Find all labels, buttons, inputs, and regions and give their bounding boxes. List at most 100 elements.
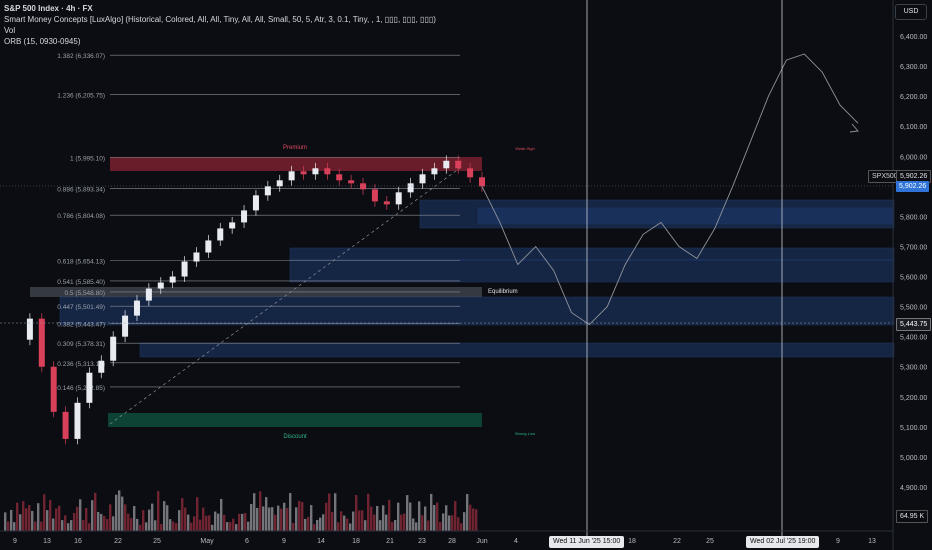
- candle-body: [229, 222, 236, 229]
- volume-bar: [58, 505, 61, 531]
- price-axis-label: 6,000.00: [900, 154, 927, 161]
- discount-zone: [108, 413, 482, 427]
- volume-bar: [142, 510, 145, 531]
- volume-bar: [277, 505, 280, 531]
- volume-bar: [352, 511, 355, 531]
- volume-bar: [61, 520, 64, 531]
- volume-bar: [268, 507, 271, 531]
- volume-bar: [226, 522, 229, 531]
- candle-body: [122, 315, 129, 337]
- volume-bar: [85, 507, 88, 531]
- volume-bar: [448, 515, 451, 531]
- volume-bar: [262, 506, 265, 531]
- projection-line: [481, 53, 859, 326]
- volume-bar: [19, 514, 22, 531]
- volume-bar: [235, 524, 238, 531]
- time-axis-label: 13: [43, 538, 51, 545]
- volume-bar: [10, 509, 13, 531]
- price-axis-label: 5,700.00: [900, 244, 927, 251]
- candle-body: [181, 261, 188, 277]
- time-axis[interactable]: 9 13 16 22 25 May 6 9 14 18 21 23 28 Jun 4 18 22 25 9 13: [13, 538, 876, 545]
- price-axis-label: 6,100.00: [900, 124, 927, 131]
- volume-bar: [283, 502, 286, 531]
- volume-bar: [331, 512, 334, 531]
- volume-bar: [307, 516, 310, 531]
- volume-bar: [370, 506, 373, 531]
- candle-body: [383, 201, 390, 205]
- volume-bar: [427, 520, 430, 531]
- volume-bar: [7, 521, 10, 531]
- zone-label: Discount: [283, 434, 307, 440]
- volume-bar: [349, 523, 352, 531]
- volume-bar: [397, 502, 400, 531]
- volume-bar: [28, 505, 31, 531]
- fib-label: 0.886 (5,893.34): [57, 186, 105, 193]
- volume-bar: [70, 520, 73, 531]
- volume-bar: [190, 522, 193, 531]
- volume-bar: [205, 515, 208, 531]
- volume-bar: [304, 518, 307, 531]
- volume-bar: [412, 518, 415, 531]
- time-axis-label: 9: [836, 538, 840, 545]
- candle-body: [86, 372, 93, 403]
- indicator-vol[interactable]: Vol: [4, 26, 16, 35]
- volume-bar: [373, 514, 376, 531]
- volume-bar: [79, 499, 82, 531]
- volume-bar: [328, 493, 331, 531]
- volume-bar: [49, 499, 52, 531]
- fib-label: 1 (5,995.10): [70, 156, 105, 163]
- volume-bar: [337, 522, 340, 531]
- candle-body: [407, 183, 414, 193]
- candles: [26, 155, 485, 445]
- date-tag-2: Wed 02 Jul '25 19:00: [746, 536, 820, 548]
- volume-bar: [247, 521, 250, 531]
- fib-label: 0.236 (5,313.15): [57, 361, 105, 368]
- projection-path: [481, 53, 859, 326]
- time-axis-label: 18: [352, 538, 360, 545]
- volume-bar: [256, 507, 259, 531]
- order-block-zone: [289, 247, 895, 261]
- volume-bar: [40, 521, 43, 531]
- volume-bar: [301, 501, 304, 531]
- price-axis-label: 5,800.00: [900, 214, 927, 221]
- indicator-smc[interactable]: Smart Money Concepts [LuxAlgo] (Historic…: [4, 15, 436, 24]
- candle-body: [336, 174, 343, 181]
- volume-bar: [316, 519, 319, 531]
- fib-label: 0.5 (5,548.80): [65, 290, 105, 297]
- volume-bar: [355, 494, 358, 531]
- last-price-tag: 5,902.26: [896, 170, 932, 183]
- volume-bar: [73, 512, 76, 531]
- volume-bar: [418, 501, 421, 531]
- volume-bar: [94, 492, 97, 531]
- price-axis-label: 6,200.00: [900, 94, 927, 101]
- volume-bar: [166, 505, 169, 531]
- candle-body: [276, 180, 283, 187]
- time-axis-label: May: [200, 538, 214, 545]
- candle-body: [312, 168, 319, 175]
- volume-bar: [364, 520, 367, 531]
- volume-bar: [169, 519, 172, 531]
- price-axis-label: 4,900.00: [900, 485, 927, 492]
- currency-button[interactable]: USD: [895, 4, 927, 20]
- volume-bar: [310, 505, 313, 531]
- volume-bar: [175, 523, 178, 531]
- volume-bar: [67, 523, 70, 531]
- volume-bar: [34, 521, 37, 531]
- candle-body: [217, 228, 224, 241]
- candle-body: [395, 192, 402, 205]
- volume-bar: [187, 514, 190, 531]
- volume-bar: [109, 504, 112, 531]
- candle-body: [479, 177, 485, 187]
- zone-label: Strong Low: [515, 431, 535, 436]
- volume-bar: [388, 499, 391, 531]
- volume-bar: [343, 515, 346, 531]
- volume-bar: [181, 498, 184, 531]
- indicator-orb[interactable]: ORB (15, 0930-0945): [4, 37, 81, 46]
- volume-bar: [220, 498, 223, 531]
- volume-bar: [361, 510, 364, 531]
- volume-bar: [229, 521, 232, 531]
- time-axis-label: 22: [673, 538, 681, 545]
- chart-title: S&P 500 Index · 4h · FX: [4, 4, 93, 13]
- candle-body: [74, 402, 81, 439]
